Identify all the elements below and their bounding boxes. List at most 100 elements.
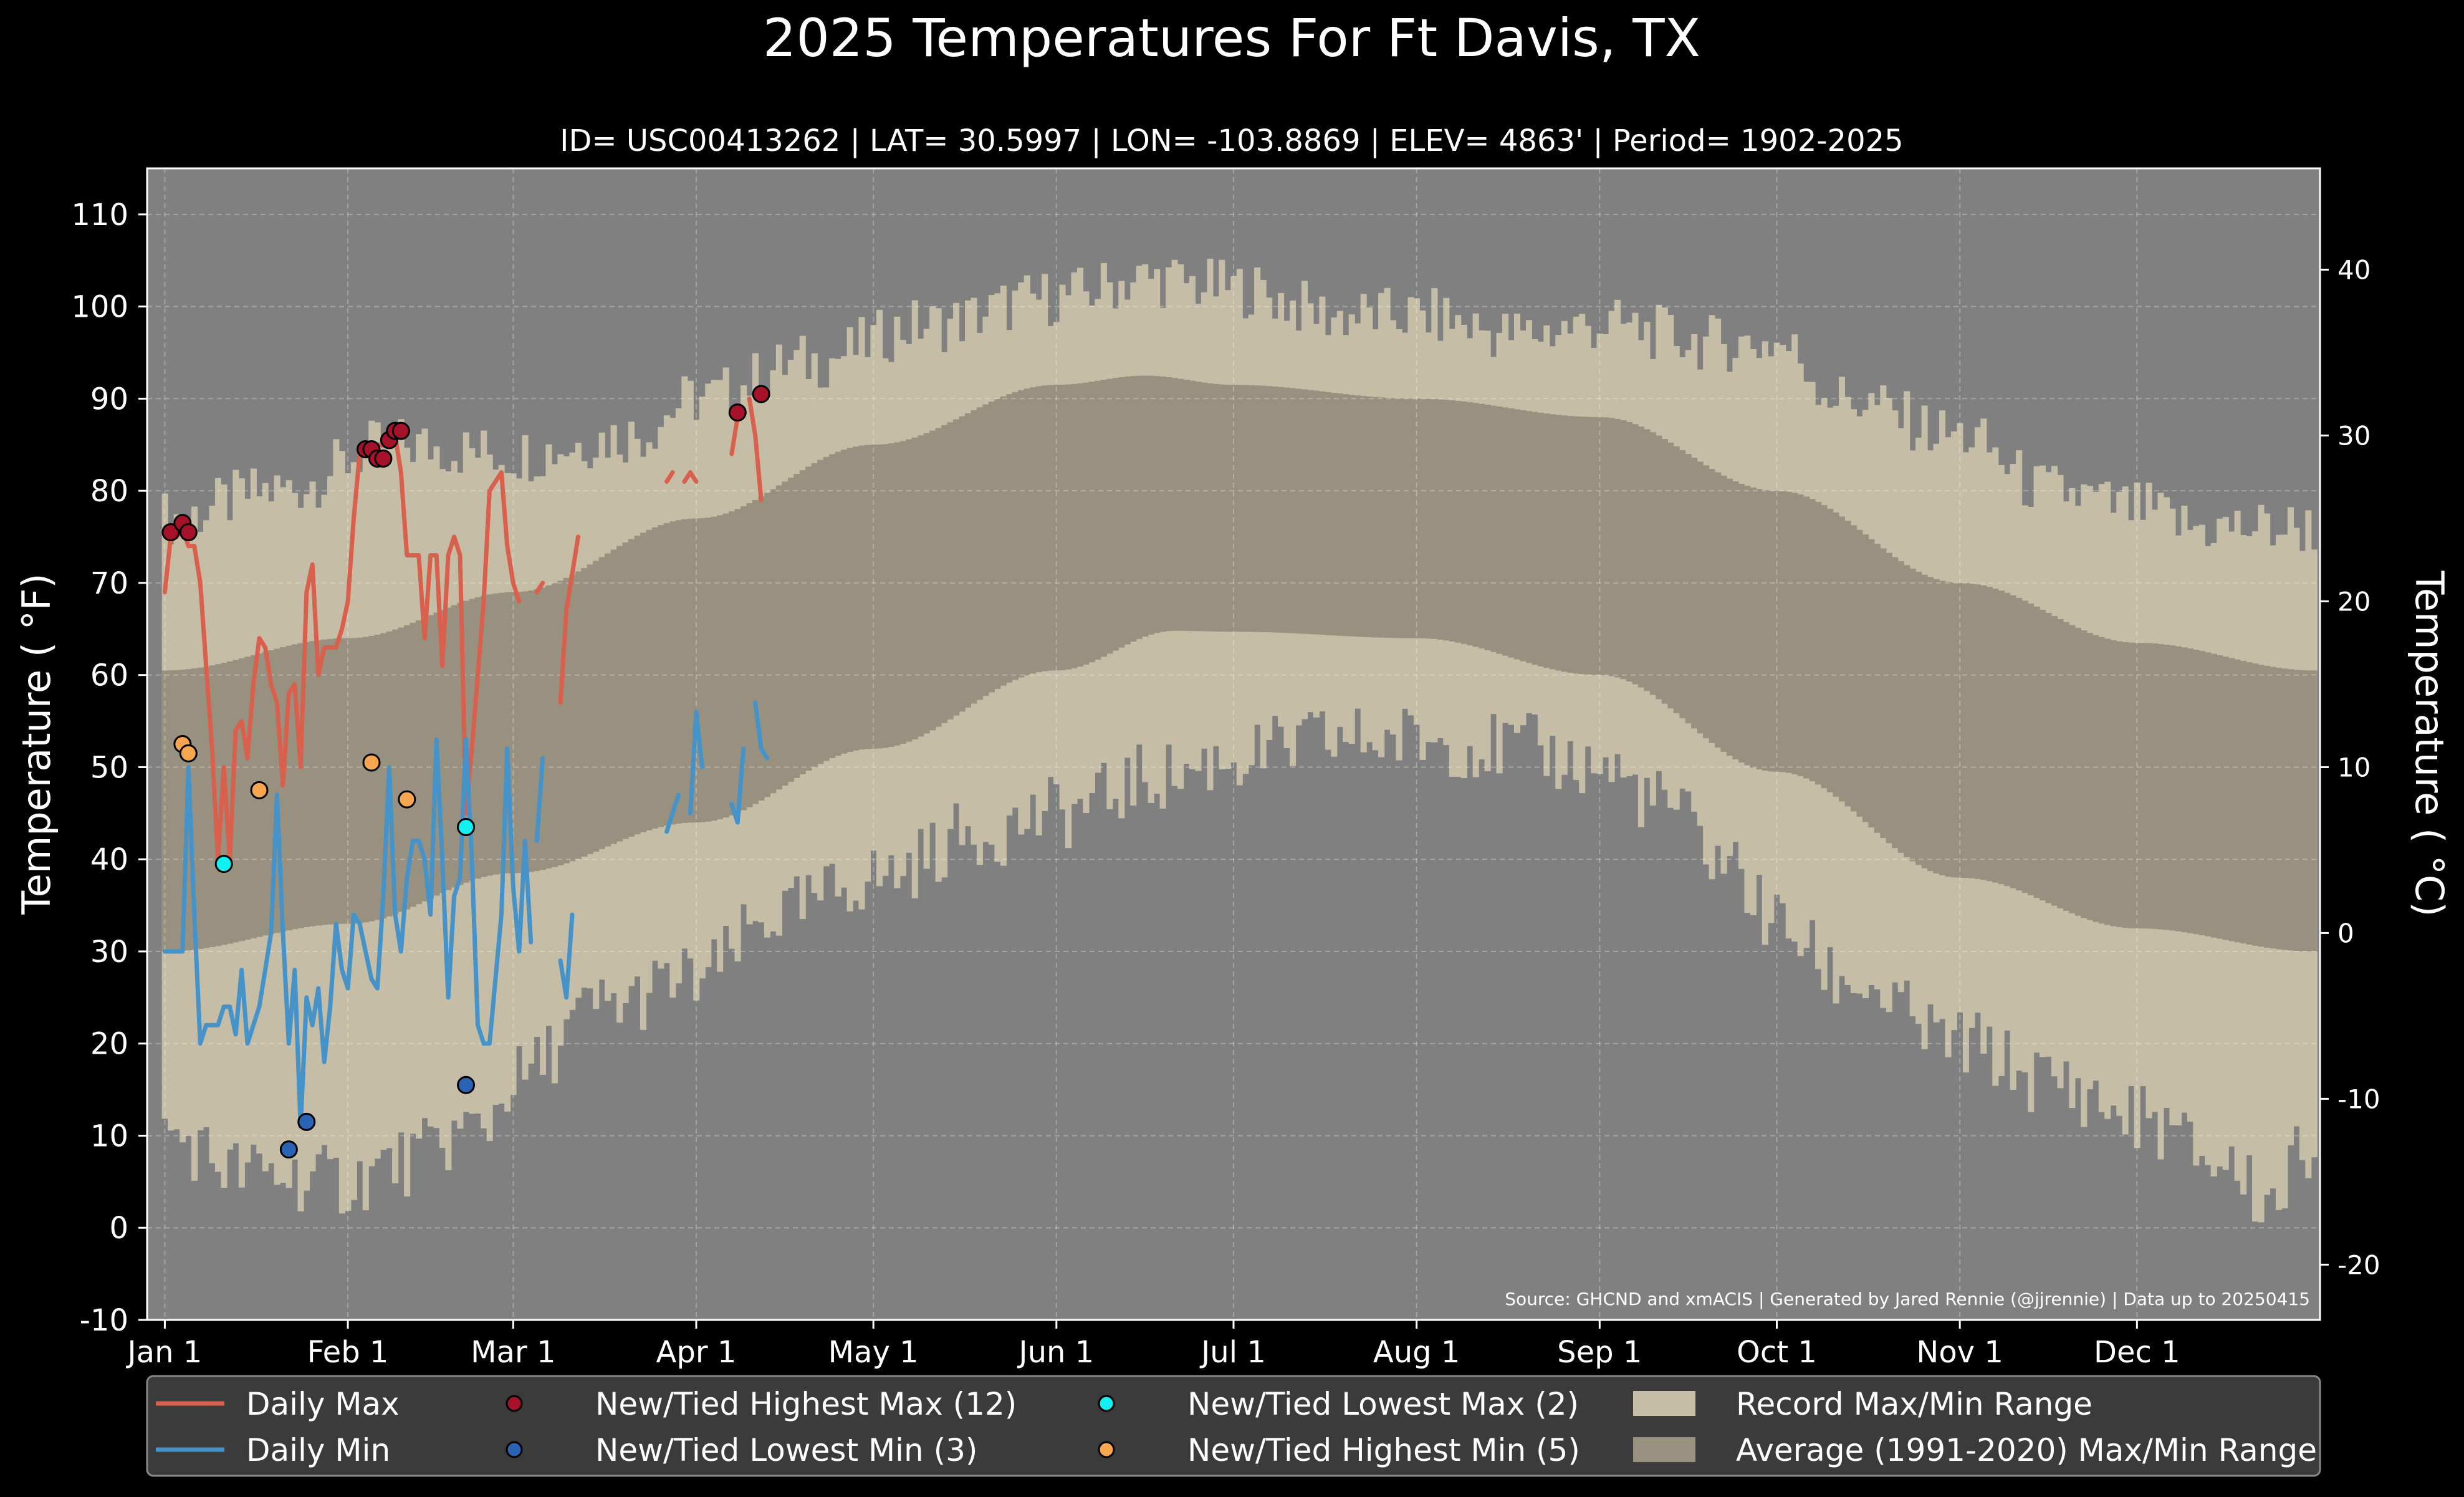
normal-range-bar bbox=[829, 454, 836, 759]
normal-range-bar bbox=[2210, 653, 2217, 938]
normal-range-bar bbox=[2252, 663, 2259, 946]
y-axis-label-right: Temperature ( °C) bbox=[2407, 570, 2452, 917]
normal-range-bar bbox=[510, 592, 517, 874]
normal-range-bar bbox=[1124, 376, 1131, 645]
normal-range-bar bbox=[1637, 426, 1644, 688]
normal-range-bar bbox=[569, 574, 576, 862]
normal-range-bar bbox=[1785, 491, 1792, 773]
normal-range-bar bbox=[2217, 655, 2223, 939]
normal-range-bar bbox=[345, 638, 352, 924]
normal-range-bar bbox=[1142, 375, 1149, 637]
normal-range-bar bbox=[1525, 411, 1532, 663]
normal-range-bar bbox=[1219, 384, 1225, 632]
y-tick-label-right: -20 bbox=[2337, 1249, 2380, 1280]
normal-range-bar bbox=[2134, 642, 2140, 929]
normal-range-bar bbox=[2074, 627, 2081, 916]
normal-range-bar bbox=[876, 445, 883, 749]
normal-range-bar bbox=[811, 463, 818, 768]
daily-min-line bbox=[558, 912, 575, 1000]
normal-range-bar bbox=[2222, 657, 2229, 940]
normal-range-bar bbox=[2258, 665, 2265, 947]
x-axis: Jan 1 Feb 1 Mar 1 Apr 1 May 1 Jun 1 Jul 1 Aug 1… bbox=[126, 1320, 2180, 1370]
normal-range-bar bbox=[906, 439, 913, 742]
normal-range-bar bbox=[2264, 665, 2271, 948]
source-note: Source: GHCND and xmACIS | Generated by … bbox=[1505, 1289, 2310, 1309]
normal-range-bar bbox=[1295, 388, 1302, 634]
normal-range-bar bbox=[1608, 418, 1615, 676]
y-tick-label-right: 0 bbox=[2337, 918, 2354, 948]
normal-range-bar bbox=[180, 670, 186, 951]
x-tick-label: Nov 1 bbox=[1916, 1335, 2003, 1370]
normal-range-bar bbox=[357, 637, 363, 923]
normal-range-bar bbox=[1035, 386, 1042, 673]
normal-range-bar bbox=[1756, 489, 1763, 770]
normal-range-bar bbox=[522, 591, 529, 873]
normal-range-bar bbox=[1591, 416, 1598, 675]
normal-range-bar bbox=[1136, 375, 1143, 639]
normal-range-bar bbox=[1437, 399, 1444, 640]
record-marker-new-high-max bbox=[391, 421, 410, 440]
normal-range-bar bbox=[168, 670, 175, 951]
normal-range-bar bbox=[2157, 643, 2164, 930]
normal-range-bar bbox=[2063, 622, 2070, 911]
normal-range-bar bbox=[1224, 385, 1231, 632]
normal-range-bar bbox=[1827, 508, 1834, 792]
x-tick-label: Dec 1 bbox=[2094, 1335, 2180, 1370]
normal-range-bar bbox=[1230, 385, 1237, 632]
legend-label: New/Tied Lowest Min (3) bbox=[595, 1432, 977, 1468]
x-tick-label: Apr 1 bbox=[656, 1335, 737, 1370]
normal-range-bar bbox=[1183, 380, 1190, 631]
normal-range-bar bbox=[1762, 489, 1768, 771]
normal-range-bar bbox=[2110, 640, 2117, 927]
y-tick-label-left: 110 bbox=[71, 198, 128, 233]
normal-range-bar bbox=[1667, 442, 1674, 709]
normal-range-bar bbox=[1921, 574, 1928, 869]
normal-range-bar bbox=[427, 615, 434, 898]
legend-label: Daily Min bbox=[246, 1432, 390, 1468]
normal-range-bar bbox=[1443, 400, 1450, 641]
normal-range-bar bbox=[1508, 408, 1515, 658]
daily-max-line bbox=[747, 396, 764, 503]
normal-range-bar bbox=[1018, 390, 1025, 678]
normal-range-bar bbox=[2181, 647, 2188, 933]
normal-range-bar bbox=[1768, 490, 1775, 772]
normal-range-bar bbox=[551, 583, 558, 867]
x-tick-label: Mar 1 bbox=[471, 1335, 555, 1370]
normal-range-bar bbox=[451, 605, 458, 888]
normal-range-bar bbox=[1573, 416, 1580, 674]
normal-range-bar bbox=[1974, 584, 1981, 879]
record-marker-new-high-max bbox=[728, 403, 747, 422]
normal-range-bar bbox=[605, 553, 611, 847]
normal-range-bar bbox=[1071, 383, 1078, 668]
normal-range-bar bbox=[1177, 378, 1184, 631]
normal-range-bar bbox=[421, 617, 428, 902]
normal-range-bar bbox=[2140, 643, 2147, 929]
normal-range-bar bbox=[1360, 396, 1367, 637]
daily-max-line bbox=[682, 470, 699, 484]
normal-range-bar bbox=[1431, 399, 1438, 639]
normal-range-bar bbox=[976, 407, 984, 700]
normal-range-bar bbox=[894, 442, 901, 746]
legend-label: Record Max/Min Range bbox=[1736, 1386, 2092, 1422]
normal-range-bar bbox=[2281, 668, 2288, 950]
normal-range-bar bbox=[1088, 382, 1095, 663]
normal-range-bar bbox=[2040, 609, 2046, 901]
normal-range-bar bbox=[410, 622, 416, 907]
legend: Daily Max Daily Min New/Tied Highest Max (… bbox=[146, 1375, 2321, 1477]
normal-range-bar bbox=[741, 506, 747, 811]
normal-range-bar bbox=[953, 419, 960, 716]
normal-range-bar bbox=[1283, 387, 1290, 633]
y-tick-label-left: 10 bbox=[90, 1119, 128, 1153]
record-marker-new-low-min bbox=[279, 1140, 298, 1159]
normal-range-bar bbox=[959, 416, 966, 712]
normal-range-bar bbox=[1543, 413, 1550, 668]
normal-range-bar bbox=[1715, 472, 1722, 748]
daily-min-line bbox=[664, 792, 681, 834]
normal-range-bar bbox=[782, 481, 789, 786]
normal-range-bar bbox=[2198, 651, 2205, 935]
x-tick-label: Jul 1 bbox=[1199, 1335, 1266, 1370]
normal-range-bar bbox=[2057, 619, 2064, 908]
y-tick-label-left: 20 bbox=[90, 1027, 128, 1062]
y-tick-label-left: 40 bbox=[90, 842, 128, 877]
normal-range-bar bbox=[663, 522, 670, 826]
